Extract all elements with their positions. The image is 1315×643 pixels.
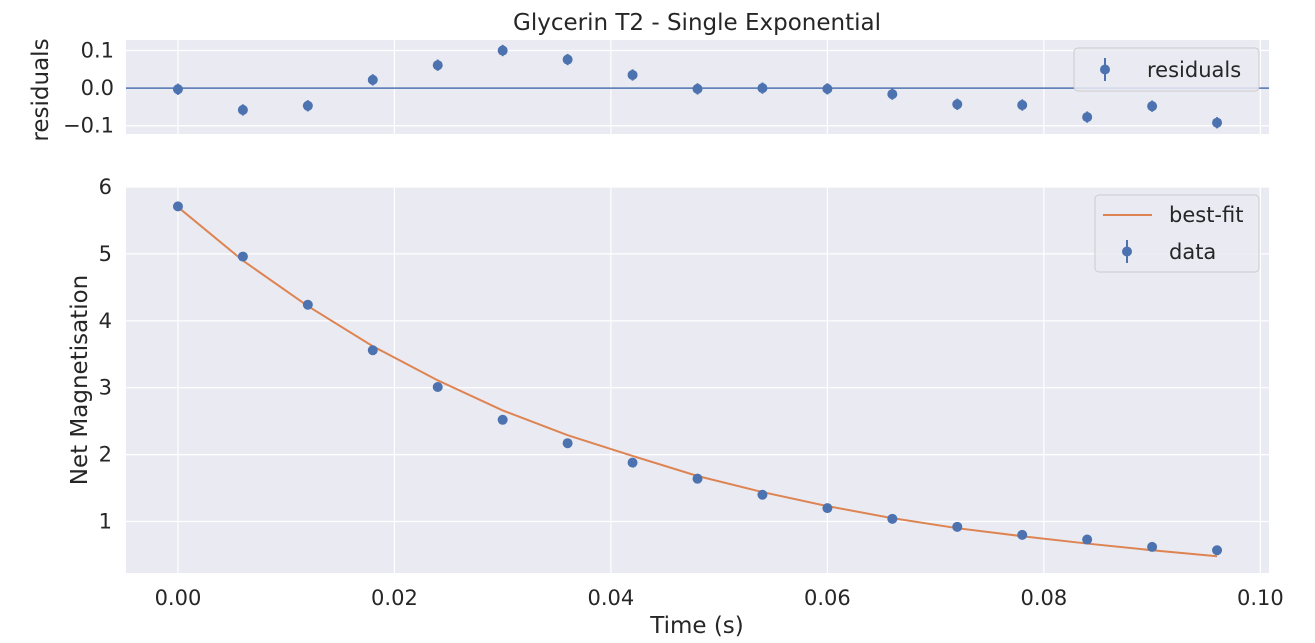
data-point <box>1017 529 1028 540</box>
residuals-legend-marker <box>1100 64 1110 75</box>
residual-point <box>822 83 833 94</box>
residual-point <box>302 100 313 111</box>
residuals-legend-box <box>1073 47 1260 92</box>
magnetisation-panel: 1 2 3 4 5 6 0.00 0.02 0.04 0.06 0.08 0.10 Time (s)… <box>67 175 1284 639</box>
data-point <box>757 489 768 500</box>
data-point <box>432 382 443 393</box>
data-point <box>627 457 638 468</box>
residual-point <box>172 84 183 95</box>
data-legend-label: data <box>1169 240 1216 264</box>
magnetisation-y-tick-label: 3 <box>99 376 112 400</box>
residuals-y-tick-label: 0.1 <box>81 39 114 63</box>
data-legend-marker <box>1122 246 1132 257</box>
residual-point <box>1147 101 1158 112</box>
residual-point <box>237 104 248 115</box>
residual-point <box>1017 100 1028 111</box>
x-tick-labels: 0.00 0.02 0.04 0.06 0.08 0.10 <box>155 586 1284 610</box>
x-tick-label: 0.02 <box>371 586 418 610</box>
residual-point <box>887 89 898 100</box>
residual-point <box>562 54 573 65</box>
best-fit-legend-label: best-fit <box>1169 203 1243 227</box>
x-tick-label: 0.08 <box>1020 586 1067 610</box>
magnetisation-y-axis-label: Net Magnetisation <box>67 275 93 486</box>
magnetisation-y-tick-label: 4 <box>99 309 112 333</box>
residual-point <box>1212 117 1223 128</box>
data-point <box>1147 541 1158 552</box>
x-tick-label: 0.04 <box>588 586 635 610</box>
residual-point <box>692 83 703 94</box>
data-point <box>1212 545 1223 556</box>
data-point <box>692 473 703 484</box>
data-point <box>497 414 508 425</box>
magnetisation-legend: best-fit data <box>1094 194 1260 273</box>
data-point <box>952 521 963 532</box>
residual-point <box>627 69 638 80</box>
residuals-y-tick-labels: 0.1 0.0 −0.1 <box>63 39 114 138</box>
magnetisation-y-tick-label: 1 <box>99 509 112 533</box>
residuals-legend: residuals <box>1073 47 1260 92</box>
residuals-y-tick-label: −0.1 <box>63 114 114 138</box>
x-axis-label: Time (s) <box>649 613 744 639</box>
x-tick-label: 0.06 <box>804 586 851 610</box>
residual-point <box>497 45 508 56</box>
residual-point <box>952 99 963 110</box>
x-tick-label: 0.00 <box>155 586 202 610</box>
magnetisation-y-tick-label: 5 <box>99 242 112 266</box>
residual-point <box>757 83 768 94</box>
magnetisation-plot-area <box>126 187 1269 573</box>
data-point <box>302 299 313 310</box>
data-point <box>887 513 898 524</box>
magnetisation-y-tick-label: 6 <box>99 175 112 199</box>
data-point <box>237 251 248 262</box>
residuals-legend-label: residuals <box>1147 58 1241 82</box>
magnetisation-y-grid <box>126 186 1269 523</box>
residuals-series <box>172 44 1223 129</box>
magnetisation-y-tick-label: 2 <box>99 443 112 467</box>
residuals-y-tick-label: 0.0 <box>81 76 114 100</box>
data-point <box>822 503 833 514</box>
x-tick-label: 0.10 <box>1237 586 1284 610</box>
data-series <box>172 201 1223 556</box>
magnetisation-y-tick-labels: 1 2 3 4 5 6 <box>99 175 112 533</box>
residuals-panel: 0.1 0.0 −0.1 Glycerin T2 - Single Exponent… <box>28 10 1269 142</box>
data-point <box>562 438 573 449</box>
data-point <box>367 345 378 356</box>
residual-point <box>432 60 443 71</box>
chart-title: Glycerin T2 - Single Exponential <box>513 10 881 36</box>
residuals-y-axis-label: residuals <box>28 38 54 141</box>
residual-point <box>367 74 378 85</box>
data-point <box>1082 534 1093 545</box>
residual-point <box>1082 112 1093 123</box>
data-point <box>172 201 183 212</box>
